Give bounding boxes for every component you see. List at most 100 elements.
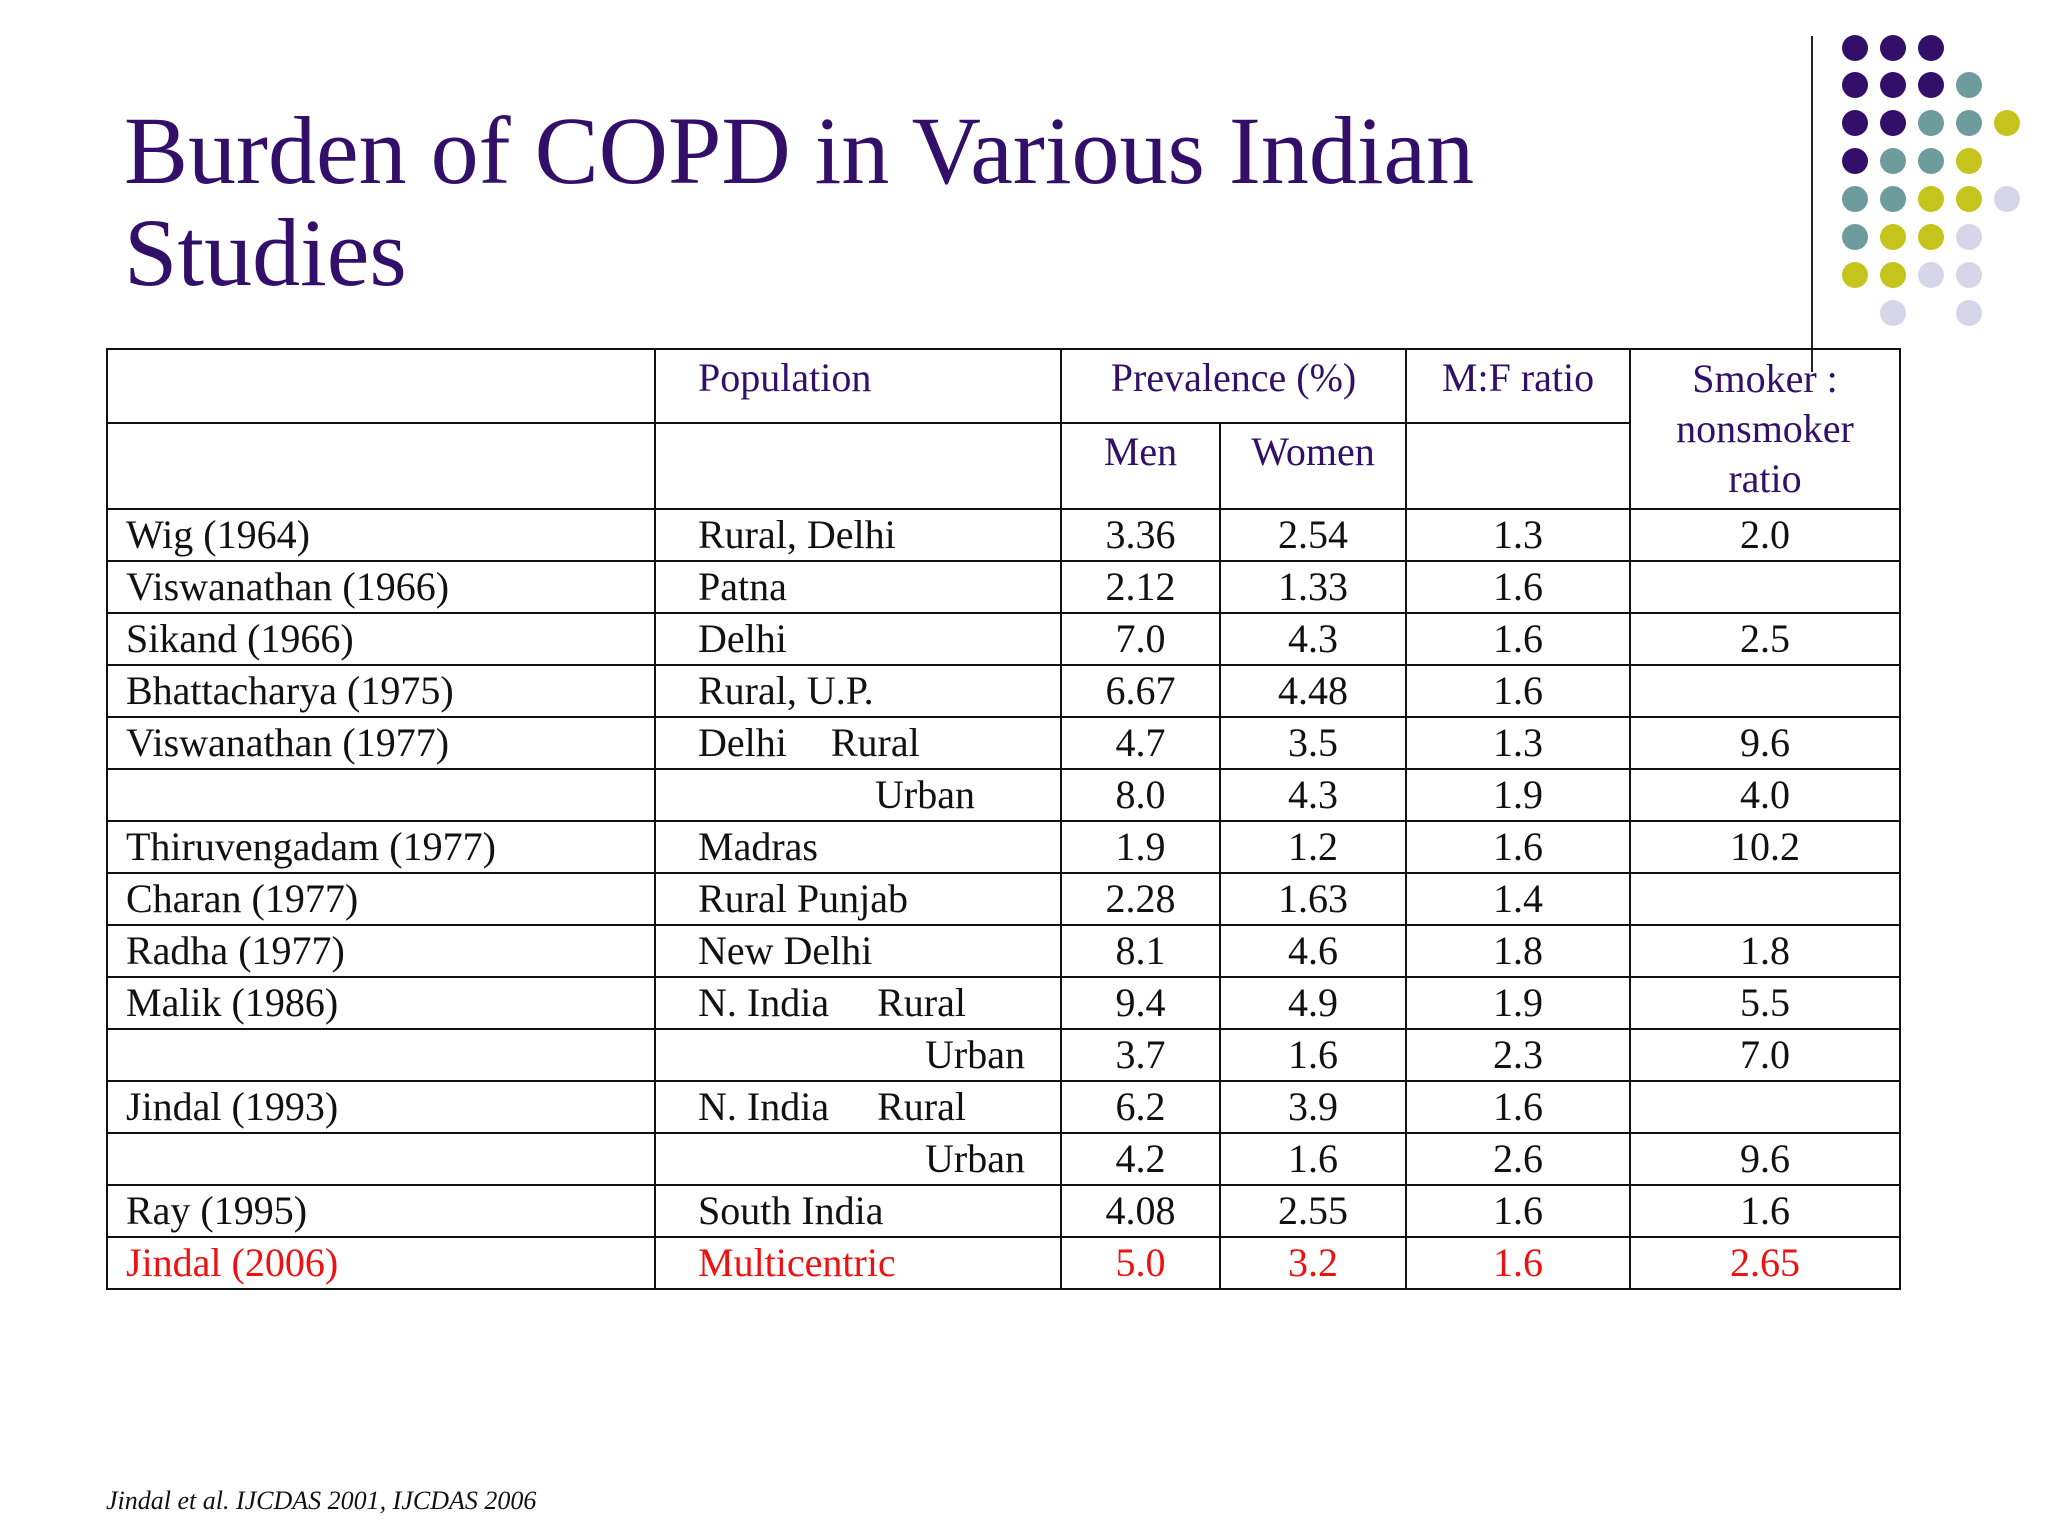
decor-dot <box>1880 224 1906 250</box>
decor-dot <box>1918 35 1944 61</box>
population-cell: New Delhi <box>654 924 1062 978</box>
men-cell: 4.2 <box>1060 1132 1221 1186</box>
header-empty-cell <box>106 422 656 510</box>
smoker-ratio-cell: 9.6 <box>1629 1132 1902 1186</box>
decor-dot <box>1842 35 1868 61</box>
population-cell: Urban <box>654 768 1062 822</box>
smoker-ratio-cell: 5.5 <box>1629 976 1902 1030</box>
population-cell: Rural, U.P. <box>654 664 1062 718</box>
table-row: Sikand (1966) Delhi 7.0 4.3 1.6 2.5 <box>106 612 1902 666</box>
mf-ratio-cell: 1.6 <box>1405 612 1632 666</box>
mf-ratio-cell: 2.6 <box>1405 1132 1632 1186</box>
smoker-ratio-cell: 1.8 <box>1629 924 1902 978</box>
men-cell: 3.36 <box>1060 508 1221 562</box>
population-subgroup: Urban <box>875 772 975 817</box>
decor-dot <box>1842 72 1868 98</box>
mf-ratio-cell: 1.9 <box>1405 976 1632 1030</box>
table-row: Malik (1986) N. India Rural 9.4 4.9 1.9 5… <box>106 976 1902 1030</box>
smoker-ratio-cell <box>1629 872 1902 926</box>
population-region: N. India <box>698 980 830 1025</box>
population-region: Delhi <box>698 720 787 765</box>
population-cell: Delhi <box>654 612 1062 666</box>
table-row: Ray (1995) South India 4.08 2.55 1.6 1.6 <box>106 1184 1902 1238</box>
women-cell: 3.5 <box>1218 716 1408 770</box>
mf-ratio-cell: 1.6 <box>1405 560 1632 614</box>
table-row: Thiruvengadam (1977) Madras 1.9 1.2 1.6 … <box>106 820 1902 874</box>
decor-dot <box>1994 110 2020 136</box>
population-cell: N. India Rural <box>654 1080 1062 1134</box>
decor-dot <box>1918 262 1944 288</box>
slide-title: Burden of COPD in Various Indian Studies <box>124 97 1475 306</box>
table-row: Viswanathan (1966) Patna 2.12 1.33 1.6 <box>106 560 1902 614</box>
study-cell: Wig (1964) <box>106 508 656 562</box>
decor-dot <box>1880 72 1906 98</box>
study-cell: Jindal (1993) <box>106 1080 656 1134</box>
women-cell: 1.6 <box>1218 1132 1408 1186</box>
header-empty-cell <box>106 348 656 424</box>
decor-dot <box>1842 262 1868 288</box>
decor-dot <box>1842 148 1868 174</box>
women-cell: 2.55 <box>1218 1184 1408 1238</box>
study-cell: Thiruvengadam (1977) <box>106 820 656 874</box>
population-cell: Patna <box>654 560 1062 614</box>
table-row: Viswanathan (1977) Delhi Rural 4.7 3.5 1.… <box>106 716 1902 770</box>
smoker-ratio-cell <box>1629 664 1902 718</box>
study-cell: Viswanathan (1966) <box>106 560 656 614</box>
men-cell: 6.2 <box>1060 1080 1221 1134</box>
header-women: Women <box>1218 422 1408 510</box>
decor-dot <box>1918 224 1944 250</box>
mf-ratio-cell: 2.3 <box>1405 1028 1632 1082</box>
table-row: Wig (1964) Rural, Delhi 3.36 2.54 1.3 2.… <box>106 508 1902 562</box>
decor-dot <box>1918 110 1944 136</box>
study-cell: Ray (1995) <box>106 1184 656 1238</box>
population-subgroup: Urban <box>925 1136 1025 1181</box>
study-cell: Radha (1977) <box>106 924 656 978</box>
women-cell: 2.54 <box>1218 508 1408 562</box>
men-cell: 3.7 <box>1060 1028 1221 1082</box>
women-cell: 4.48 <box>1218 664 1408 718</box>
smoker-ratio-cell: 1.6 <box>1629 1184 1902 1238</box>
decor-dot <box>1956 110 1982 136</box>
table-row: Radha (1977) New Delhi 8.1 4.6 1.8 1.8 <box>106 924 1902 978</box>
women-cell: 3.2 <box>1218 1236 1408 1290</box>
men-cell: 2.28 <box>1060 872 1221 926</box>
smoker-ratio-cell: 10.2 <box>1629 820 1902 874</box>
mf-ratio-cell: 1.6 <box>1405 1080 1632 1134</box>
study-cell: Viswanathan (1977) <box>106 716 656 770</box>
men-cell: 4.08 <box>1060 1184 1221 1238</box>
header-population: Population <box>654 348 1062 424</box>
men-cell: 4.7 <box>1060 716 1221 770</box>
decor-dot <box>1994 186 2020 212</box>
decor-dot <box>1842 186 1868 212</box>
study-cell <box>106 768 656 822</box>
study-cell: Jindal (2006) <box>106 1236 656 1290</box>
women-cell: 4.3 <box>1218 612 1408 666</box>
copd-burden-table: Population Prevalence (%) M:F ratio Smok… <box>106 348 1902 1290</box>
table-row: Charan (1977) Rural Punjab 2.28 1.63 1.4 <box>106 872 1902 926</box>
decor-dot <box>1842 110 1868 136</box>
study-cell: Charan (1977) <box>106 872 656 926</box>
study-cell: Sikand (1966) <box>106 612 656 666</box>
decor-dot <box>1956 262 1982 288</box>
population-cell: Multicentric <box>654 1236 1062 1290</box>
smoker-ratio-cell <box>1629 1080 1902 1134</box>
study-cell <box>106 1028 656 1082</box>
mf-ratio-cell: 1.3 <box>1405 716 1632 770</box>
smoker-ratio-cell <box>1629 560 1902 614</box>
women-cell: 4.9 <box>1218 976 1408 1030</box>
women-cell: 1.2 <box>1218 820 1408 874</box>
decor-dot <box>1880 300 1906 326</box>
table-row: Jindal (1993) N. India Rural 6.2 3.9 1.6 <box>106 1080 1902 1134</box>
decor-dot <box>1918 186 1944 212</box>
decor-dot <box>1956 224 1982 250</box>
citation-footnote: Jindal et al. IJCDAS 2001, IJCDAS 2006 <box>106 1486 537 1515</box>
population-cell: Madras <box>654 820 1062 874</box>
population-subgroup: Rural <box>830 720 920 765</box>
men-cell: 6.67 <box>1060 664 1221 718</box>
women-cell: 4.6 <box>1218 924 1408 978</box>
mf-ratio-cell: 1.8 <box>1405 924 1632 978</box>
smoker-ratio-cell: 2.0 <box>1629 508 1902 562</box>
women-cell: 1.33 <box>1218 560 1408 614</box>
mf-ratio-cell: 1.6 <box>1405 1236 1632 1290</box>
population-cell: Rural, Delhi <box>654 508 1062 562</box>
